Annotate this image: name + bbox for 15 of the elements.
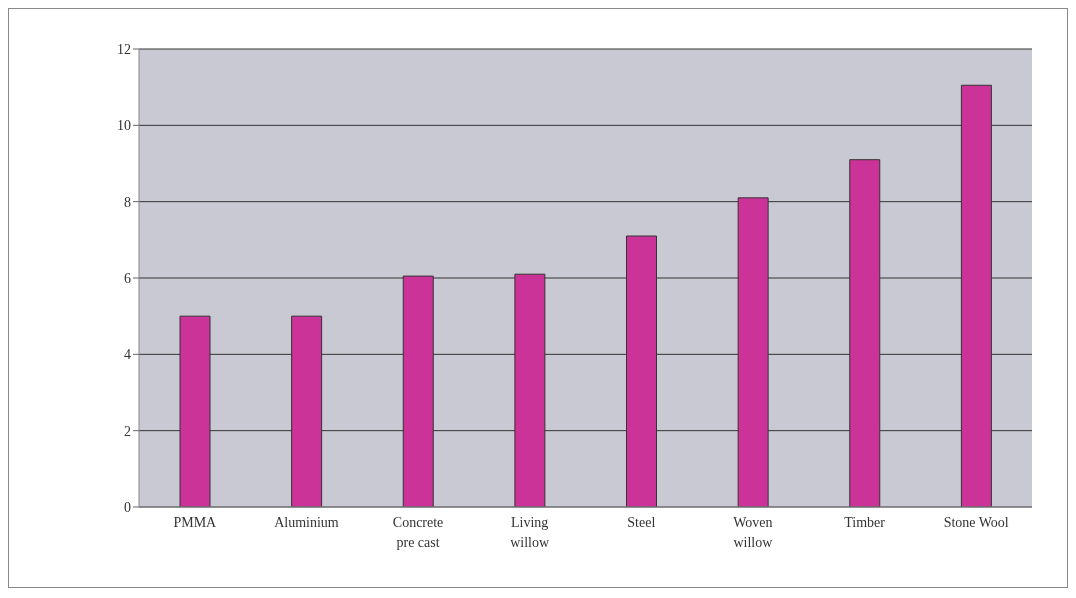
x-tick-label: PMMA <box>173 515 218 530</box>
x-tick-label: Steel <box>627 515 656 530</box>
x-tick-label: Stone Wool <box>943 515 1009 530</box>
y-tick-label: 2 <box>124 423 131 439</box>
y-tick-label: 6 <box>124 270 131 286</box>
x-tick-label: Timber <box>844 515 886 530</box>
x-tick-label: Woven willow <box>733 515 774 550</box>
y-tick-label: 0 <box>124 499 131 515</box>
y-tick-label: 8 <box>124 194 131 210</box>
x-tick-label: Concrete pre cast <box>392 515 444 550</box>
y-tick-label: 12 <box>117 41 131 57</box>
x-tick-label: Living willow <box>510 515 551 550</box>
y-tick-label: 4 <box>124 347 131 363</box>
x-tick-label: Aluminium <box>274 515 339 530</box>
y-tick-label: 10 <box>117 118 131 134</box>
